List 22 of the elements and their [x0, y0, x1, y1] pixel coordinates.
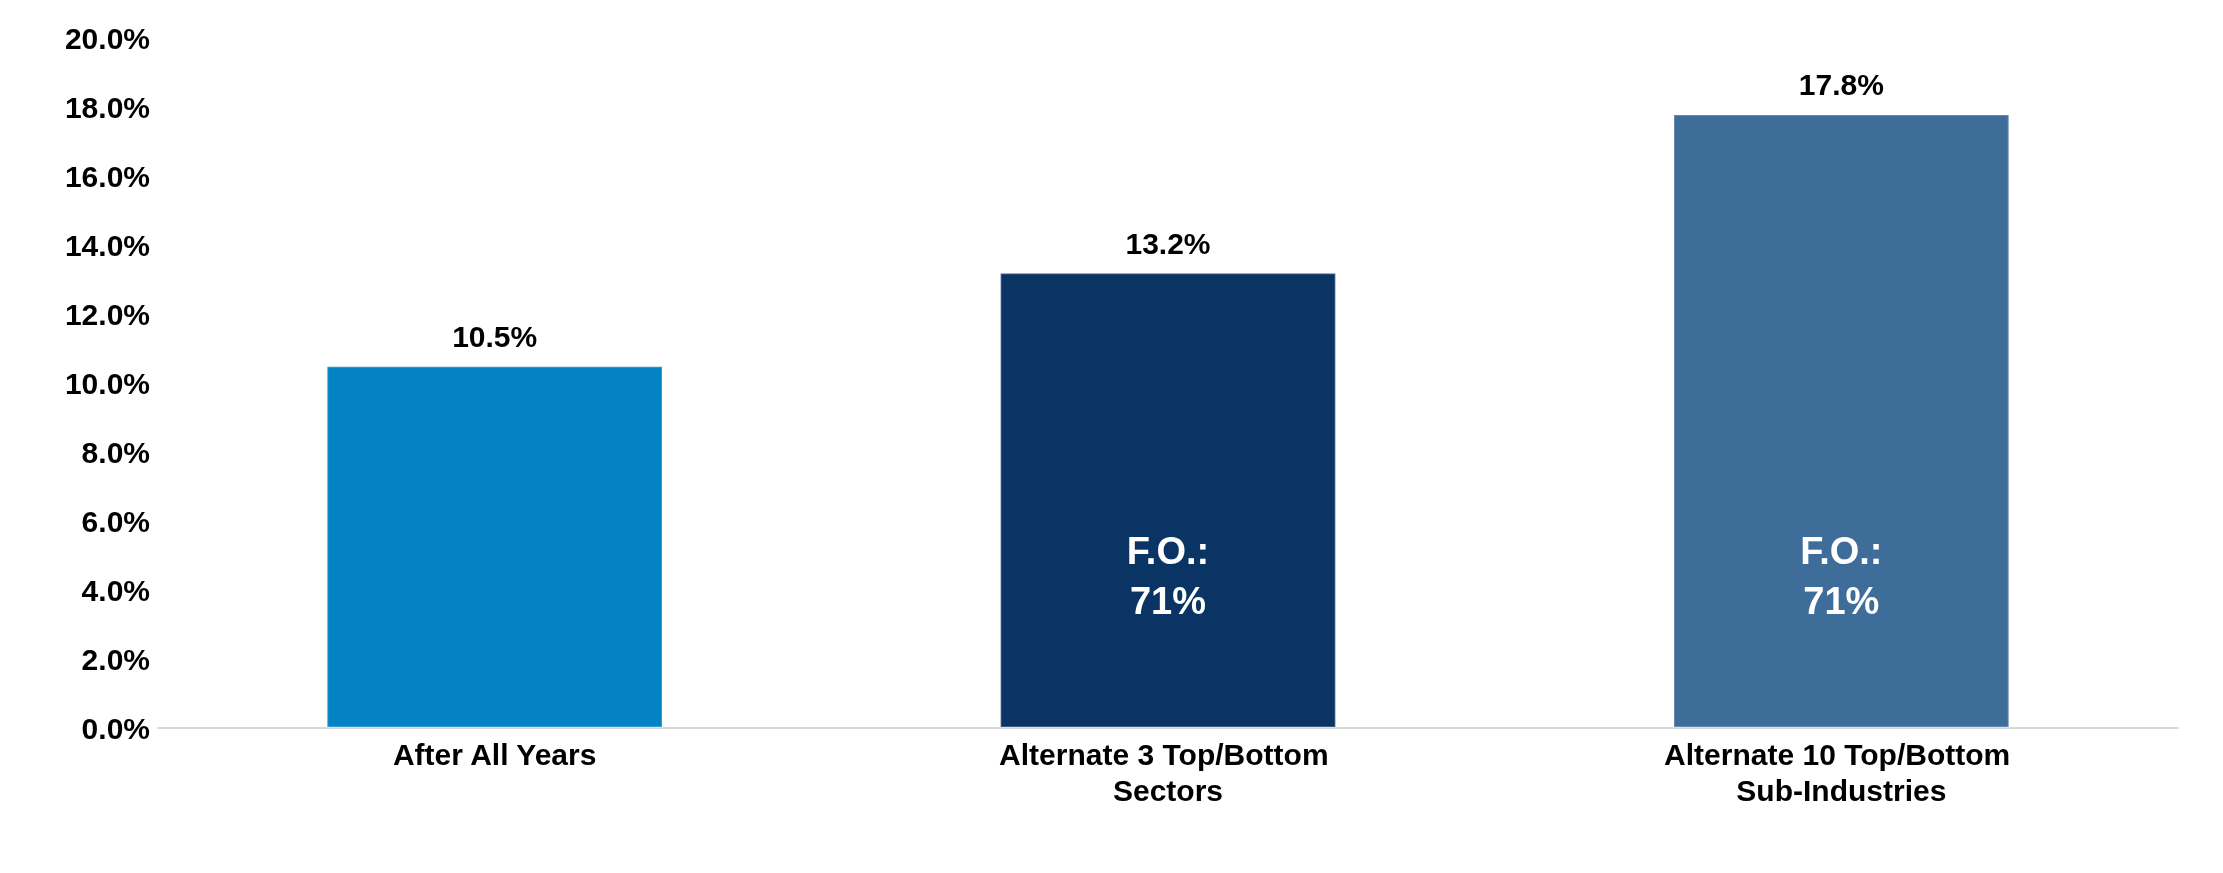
- y-tick-label: 16.0%: [64, 159, 150, 193]
- bar: [326, 365, 663, 728]
- data-label: 10.5%: [452, 320, 538, 354]
- y-tick-label: 6.0%: [81, 504, 150, 538]
- y-tick-label: 10.0%: [64, 366, 150, 400]
- x-tick-label: Alternate 3 Top/Bottom Sectors: [999, 737, 1337, 807]
- y-tick-label: 8.0%: [81, 435, 150, 469]
- annotation: F.O.: 71%: [1126, 530, 1210, 623]
- y-tick-label: 2.0%: [81, 642, 150, 676]
- y-tick-label: 12.0%: [64, 297, 150, 331]
- y-tick-label: 20.0%: [64, 21, 150, 55]
- bar: [999, 272, 1337, 728]
- annotation: F.O.: 71%: [1800, 530, 1883, 623]
- x-tick-label: Alternate 10 Top/Bottom Sub-Industries: [1664, 737, 2019, 807]
- bar: [1673, 113, 2010, 728]
- y-tick-label: 14.0%: [64, 228, 150, 262]
- data-label: 17.8%: [1798, 68, 1884, 102]
- data-label: 13.2%: [1125, 227, 1211, 261]
- y-tick-label: 4.0%: [81, 573, 150, 607]
- y-tick-label: 0.0%: [81, 711, 150, 745]
- y-tick-label: 18.0%: [64, 90, 150, 124]
- x-tick-label: After All Years: [392, 737, 597, 771]
